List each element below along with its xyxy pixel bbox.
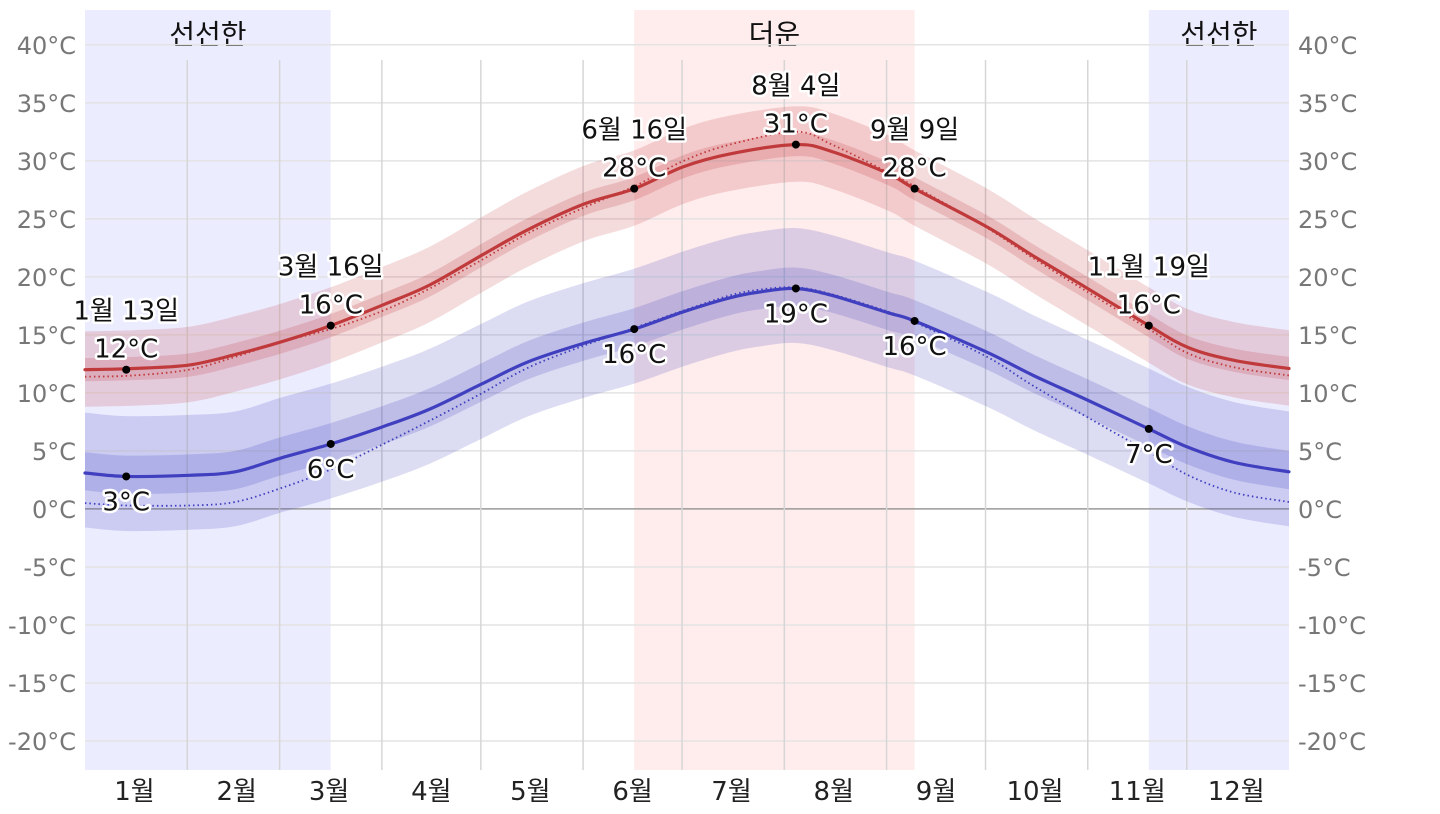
grid: [85, 44, 1289, 770]
month-label: 12월: [1208, 777, 1265, 807]
annotation-point: [791, 284, 800, 293]
temperature-bands: [85, 106, 1289, 532]
annotation-date: 8월 4일: [751, 72, 840, 102]
y-tick-label-right: -5°C: [1298, 554, 1351, 582]
y-tick-label-right: 30°C: [1298, 148, 1357, 176]
y-tick-label-left: -10°C: [8, 612, 76, 640]
month-label: 3월: [309, 777, 349, 807]
annotation-point: [910, 184, 919, 193]
annotation-point: [326, 439, 335, 448]
y-tick-label-left: 25°C: [17, 206, 76, 234]
high-normal-line: [84, 130, 1290, 378]
y-tick-label-left: 10°C: [17, 380, 76, 408]
high-inner-band: [85, 132, 1289, 382]
annotation-value: 6°C: [307, 455, 355, 485]
annotation-value: 28°C: [602, 154, 666, 184]
y-tick-label-right: 10°C: [1298, 380, 1357, 408]
annotation-point: [326, 321, 335, 330]
annotation-date: 11월 19일: [1088, 253, 1210, 283]
annotation-value: 16°C: [299, 291, 363, 321]
high-outer-band: [85, 106, 1289, 407]
y-tick-label-right: 20°C: [1298, 264, 1357, 292]
month-label: 8월: [814, 777, 854, 807]
annotation-date: 6월 16일: [581, 116, 687, 146]
annotation-value: 7°C: [1125, 440, 1173, 470]
annotation-date: 9월 9일: [870, 116, 959, 146]
season-band: [1148, 10, 1289, 770]
month-label: 9월: [916, 777, 956, 807]
low-temperature-line: [83, 286, 1291, 479]
y-tick-label-right: 40°C: [1298, 32, 1357, 60]
annotation-date: 3월 16일: [278, 253, 384, 283]
season-label: 선선한: [169, 18, 246, 51]
y-tick-label-left: 5°C: [32, 438, 76, 466]
y-tick-label-left: -20°C: [8, 728, 76, 756]
month-label: 6월: [612, 777, 652, 807]
month-label: 2월: [217, 777, 257, 807]
y-tick-label-left: 20°C: [17, 264, 76, 292]
annotation-value: 16°C: [1117, 291, 1181, 321]
axes: 40°C 40°C 35°C 35°C 30°C 30°C 25°C 25°C 20°C 20°C…: [8, 32, 1366, 807]
annotation-value: 28°C: [882, 154, 946, 184]
annotation-point: [630, 184, 639, 193]
annotation-point: [1144, 424, 1153, 433]
temperature-lines: [83, 130, 1291, 507]
season-label: 더운: [749, 18, 801, 51]
annotation-point: [122, 472, 131, 481]
month-label: 1월: [114, 777, 154, 807]
y-tick-label-right: 35°C: [1298, 90, 1357, 118]
y-tick-label-left: 30°C: [17, 148, 76, 176]
y-tick-label-left: 35°C: [17, 90, 76, 118]
y-tick-label-right: 5°C: [1298, 438, 1342, 466]
y-tick-label-left: 15°C: [17, 322, 76, 350]
annotation-value: 16°C: [882, 332, 946, 362]
y-tick-label-left: 0°C: [32, 496, 76, 524]
y-tick-label-left: -5°C: [23, 554, 76, 582]
season-band: [85, 10, 331, 770]
annotation-value: 16°C: [602, 340, 666, 370]
month-label: 4월: [411, 777, 451, 807]
annotation-point: [630, 325, 639, 334]
y-tick-label-left: 40°C: [17, 32, 76, 60]
y-tick-label-right: -10°C: [1298, 612, 1366, 640]
annotation-value: 19°C: [764, 299, 828, 329]
annotation-date: 1월 13일: [73, 297, 179, 327]
season-bands: 선선한 더운 선선한: [85, 10, 1289, 770]
month-label: 11월: [1109, 777, 1166, 807]
month-label: 5월: [510, 777, 550, 807]
annotation-point: [1144, 321, 1153, 330]
annotations: 12°C 1월 13일 16°C 3월 16일 28°C 6월 16일 31°C 8월 4일 2…: [71, 69, 1213, 520]
low-outer-band: [85, 228, 1289, 532]
y-tick-label-right: -20°C: [1298, 728, 1366, 756]
month-label: 10월: [1006, 777, 1063, 807]
low-inner-band: [85, 267, 1289, 494]
high-temperature-line: [83, 142, 1291, 372]
annotation-value: 31°C: [764, 110, 828, 140]
season-band: [634, 10, 915, 770]
annotation-point: [791, 140, 800, 149]
annotation-point: [122, 365, 131, 374]
y-tick-label-left: -15°C: [8, 670, 76, 698]
annotation-value: 12°C: [94, 335, 158, 365]
y-tick-label-right: 0°C: [1298, 496, 1342, 524]
annotation-value: 3°C: [102, 487, 150, 517]
annotation-point: [910, 316, 919, 325]
y-tick-label-right: 15°C: [1298, 322, 1357, 350]
y-tick-label-right: 25°C: [1298, 206, 1357, 234]
month-label: 7월: [711, 777, 751, 807]
season-label: 선선한: [1180, 18, 1257, 51]
y-tick-label-right: -15°C: [1298, 670, 1366, 698]
